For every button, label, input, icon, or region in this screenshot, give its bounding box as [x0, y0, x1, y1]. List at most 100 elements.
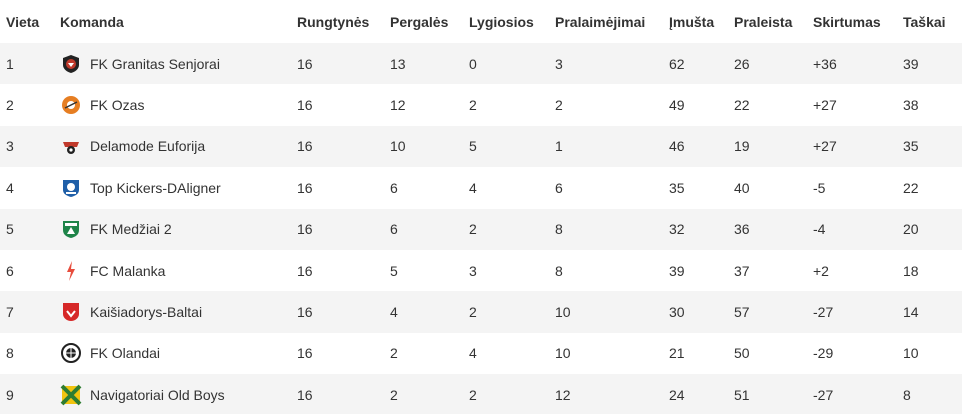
team-wrapper: FK Ozas	[60, 94, 297, 116]
header-conceded[interactable]: Praleista	[734, 13, 793, 30]
header-won[interactable]: Pergalės	[390, 13, 449, 30]
points-cell: 22	[903, 179, 919, 196]
won-cell: 2	[390, 386, 398, 403]
table-header: Vieta Komanda Rungtynės Pergalės Lygiosi…	[0, 0, 962, 43]
team-name-link[interactable]: FK Medžiai 2	[90, 221, 172, 238]
played-cell: 16	[297, 179, 313, 196]
lost-cell: 1	[555, 138, 563, 155]
played-cell: 16	[297, 221, 313, 238]
team-wrapper: FK Olandai	[60, 342, 297, 364]
played-cell: 16	[297, 304, 313, 321]
lost-cell: 3	[555, 55, 563, 72]
header-points[interactable]: Taškai	[903, 13, 946, 30]
header-lost[interactable]: Pralaimėjimai	[555, 13, 646, 30]
malanka-logo-icon	[60, 260, 82, 282]
table-row: 8 FK Olandai 16 2 4 10 21 50 -29 10	[0, 332, 962, 375]
place-cell: 7	[6, 304, 14, 321]
team-name-link[interactable]: Kaišiadorys-Baltai	[90, 304, 203, 321]
conceded-cell: 36	[734, 221, 750, 238]
medziai-logo-icon	[60, 218, 82, 240]
header-place[interactable]: Vieta	[6, 13, 40, 30]
header-row: Vieta Komanda Rungtynės Pergalės Lygiosi…	[0, 0, 962, 43]
drawn-cell: 2	[469, 304, 477, 321]
played-cell: 16	[297, 386, 313, 403]
header-scored[interactable]: Įmušta	[669, 13, 715, 30]
table-row: 1 FK Granitas Senjorai 16 13 0 3 62 26 +36 39	[0, 43, 962, 85]
points-cell: 18	[903, 262, 919, 279]
team-name-link[interactable]: FK Ozas	[90, 97, 145, 114]
team-wrapper: Kaišiadorys-Baltai	[60, 301, 297, 323]
team-name-link[interactable]: Top Kickers-DAligner	[90, 179, 221, 196]
team-cell: FC Malanka	[60, 250, 297, 291]
scored-cell: 32	[669, 221, 685, 238]
conceded-cell: 50	[734, 345, 750, 362]
scored-cell: 35	[669, 179, 685, 196]
points-cell: 39	[903, 55, 919, 72]
drawn-cell: 5	[469, 138, 477, 155]
team-wrapper: Delamode Euforija	[60, 135, 297, 157]
won-cell: 13	[390, 55, 406, 72]
place-cell: 2	[6, 97, 14, 114]
scored-cell: 30	[669, 304, 685, 321]
table-body: 1 FK Granitas Senjorai 16 13 0 3 62 26 +36 39 2 FK …	[0, 43, 962, 414]
conceded-cell: 51	[734, 386, 750, 403]
table-row: 3 Delamode Euforija 16 10 5 1 46 19 +27 35	[0, 125, 962, 168]
place-cell: 1	[6, 55, 14, 72]
team-name-link[interactable]: FC Malanka	[90, 262, 166, 279]
euforija-logo-icon	[60, 135, 82, 157]
played-cell: 16	[297, 345, 313, 362]
points-cell: 38	[903, 97, 919, 114]
lost-cell: 2	[555, 97, 563, 114]
table-row: 5 FK Medžiai 2 16 6 2 8 32 36 -4 20	[0, 208, 962, 250]
conceded-cell: 57	[734, 304, 750, 321]
team-cell: FK Ozas	[60, 84, 297, 125]
kaisiadorys-logo-icon	[60, 301, 82, 323]
table-row: 7 Kaišiadorys-Baltai 16 4 2 10 30 57 -27 14	[0, 291, 962, 333]
olandai-logo-icon	[60, 342, 82, 364]
difference-cell: +2	[813, 262, 829, 279]
header-drawn[interactable]: Lygiosios	[469, 13, 534, 30]
team-cell: Top Kickers-DAligner	[60, 167, 297, 208]
points-cell: 35	[903, 138, 919, 155]
won-cell: 4	[390, 304, 398, 321]
team-cell: FK Medžiai 2	[60, 209, 297, 250]
lost-cell: 12	[555, 386, 571, 403]
drawn-cell: 3	[469, 262, 477, 279]
header-played[interactable]: Rungtynės	[297, 13, 370, 30]
place-cell: 4	[6, 179, 14, 196]
difference-cell: +36	[813, 55, 837, 72]
header-team[interactable]: Komanda	[60, 13, 124, 30]
team-name-link[interactable]: FK Olandai	[90, 345, 161, 362]
lost-cell: 8	[555, 221, 563, 238]
scored-cell: 24	[669, 386, 685, 403]
won-cell: 10	[390, 138, 406, 155]
difference-cell: -5	[813, 179, 826, 196]
granitas-logo-icon	[60, 53, 82, 75]
team-wrapper: Navigatoriai Old Boys	[60, 384, 297, 406]
table-row: 6 FC Malanka 16 5 3 8 39 37 +2 18	[0, 249, 962, 292]
won-cell: 2	[390, 345, 398, 362]
drawn-cell: 0	[469, 55, 477, 72]
team-name-link[interactable]: Delamode Euforija	[90, 138, 206, 155]
header-difference[interactable]: Skirtumas	[813, 13, 881, 30]
difference-cell: -27	[813, 386, 834, 403]
place-cell: 9	[6, 386, 14, 403]
team-cell: Navigatoriai Old Boys	[60, 374, 297, 414]
drawn-cell: 4	[469, 179, 477, 196]
place-cell: 8	[6, 345, 14, 362]
table-row: 4 Top Kickers-DAligner 16 6 4 6 35 40 -5 22	[0, 167, 962, 209]
scored-cell: 46	[669, 138, 685, 155]
lost-cell: 10	[555, 345, 571, 362]
team-wrapper: FK Granitas Senjorai	[60, 53, 297, 75]
played-cell: 16	[297, 97, 313, 114]
difference-cell: -29	[813, 345, 834, 362]
scored-cell: 62	[669, 55, 685, 72]
team-name-link[interactable]: Navigatoriai Old Boys	[90, 386, 225, 403]
place-cell: 6	[6, 262, 14, 279]
lost-cell: 8	[555, 262, 563, 279]
conceded-cell: 22	[734, 97, 750, 114]
points-cell: 10	[903, 345, 919, 362]
drawn-cell: 2	[469, 386, 477, 403]
team-name-link[interactable]: FK Granitas Senjorai	[90, 55, 220, 72]
